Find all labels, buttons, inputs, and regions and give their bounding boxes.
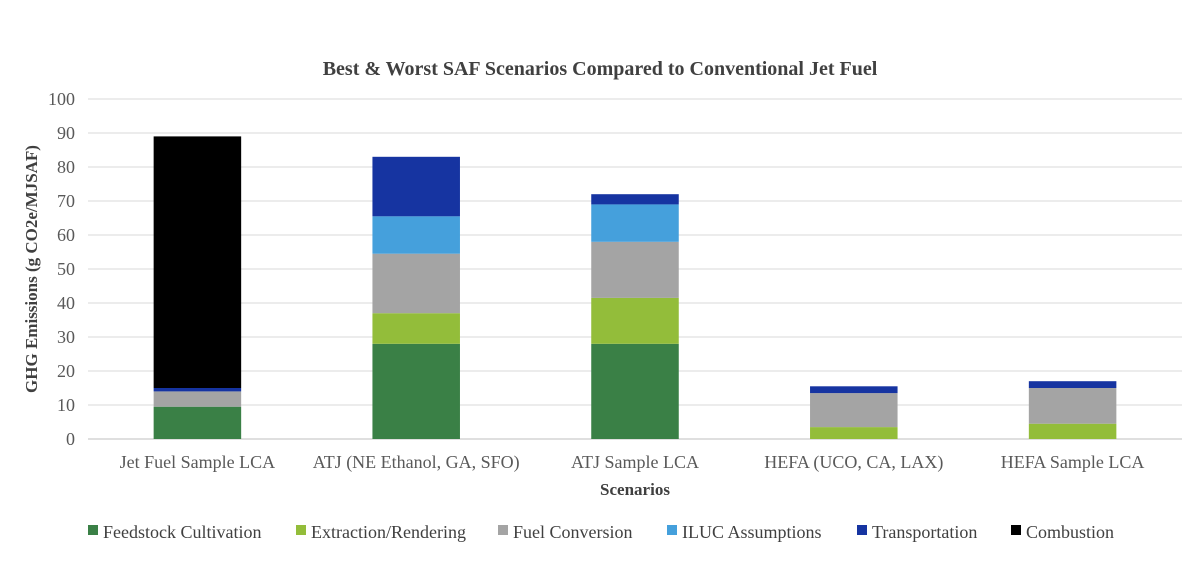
y-axis-title: GHG Emissions (g CO2e/MJSAF) [22,145,41,393]
x-axis-title: Scenarios [600,480,670,499]
bar-segment-extraction-rendering [372,313,460,344]
y-tick-label: 60 [57,225,75,245]
legend-swatch-iluc-assumptions [667,525,677,535]
y-tick-label: 100 [48,89,75,109]
y-axis-tick-labels: 0 10 20 30 40 50 60 70 80 90 100 [48,89,75,449]
bar-segment-feedstock-cultivation [153,406,242,439]
x-category-label: ATJ Sample LCA [571,452,699,472]
bar-segment-transportation [1028,381,1117,388]
bar-segment-extraction-rendering [1028,423,1117,439]
legend-swatch-combustion [1011,525,1021,535]
x-category-label: Jet Fuel Sample LCA [120,452,276,472]
bar-segment-fuel-conversion [372,253,460,314]
bar-segment-fuel-conversion [810,393,898,428]
bar-segment-combustion [153,136,242,388]
bar-segment-extraction-rendering [591,297,679,344]
y-tick-label: 90 [57,123,75,143]
legend-label-fuel-conversion: Fuel Conversion [513,522,633,542]
legend-label-iluc-assumptions: ILUC Assumptions [682,522,822,542]
legend-swatch-feedstock-cultivation [88,525,98,535]
bar-segment-transportation [153,388,242,392]
bar-segment-fuel-conversion [153,391,242,407]
bar-segment-iluc-assumptions [372,216,460,254]
bar-segment-iluc-assumptions [591,204,679,242]
y-tick-label: 50 [57,259,75,279]
bar-segment-feedstock-cultivation [372,343,460,439]
x-category-label: HEFA (UCO, CA, LAX) [764,452,943,473]
bars [153,136,1117,439]
chart-title: Best & Worst SAF Scenarios Compared to C… [323,58,878,80]
legend-label-transportation: Transportation [872,522,977,542]
bar-segment-transportation [591,194,679,205]
y-tick-label: 40 [57,293,75,313]
bar-segment-extraction-rendering [810,427,898,439]
y-tick-label: 80 [57,157,75,177]
legend-label-extraction-rendering: Extraction/Rendering [311,522,466,542]
y-tick-label: 0 [66,429,75,449]
legend-swatch-extraction-rendering [296,525,306,535]
legend-label-feedstock-cultivation: Feedstock Cultivation [103,522,261,542]
y-tick-label: 10 [57,395,75,415]
legend-label-combustion: Combustion [1026,522,1114,542]
y-tick-label: 20 [57,361,75,381]
x-axis-category-labels: Jet Fuel Sample LCA ATJ (NE Ethanol, GA, … [120,452,1145,473]
bar-segment-transportation [372,156,460,217]
bar-segment-transportation [810,386,898,394]
y-tick-label: 70 [57,191,75,211]
bar-segment-feedstock-cultivation [591,343,679,439]
y-tick-label: 30 [57,327,75,347]
bar-segment-fuel-conversion [1028,388,1117,424]
x-category-label: ATJ (NE Ethanol, GA, SFO) [313,452,520,473]
legend: Feedstock Cultivation Extraction/Renderin… [88,522,1114,542]
legend-swatch-fuel-conversion [498,525,508,535]
bar-segment-fuel-conversion [591,241,679,298]
legend-swatch-transportation [857,525,867,535]
x-category-label: HEFA Sample LCA [1001,452,1145,472]
